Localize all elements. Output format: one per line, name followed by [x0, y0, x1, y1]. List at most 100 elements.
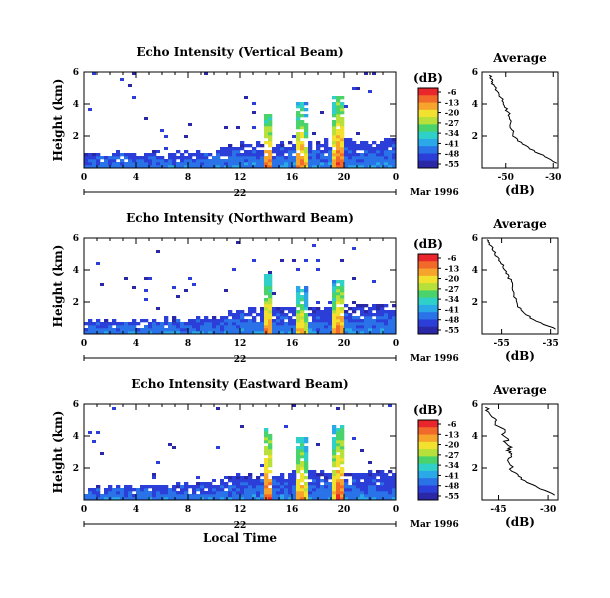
heatmap-cell [232, 150, 237, 154]
heatmap-cell [256, 162, 261, 166]
heatmap-cell [200, 491, 205, 495]
heatmap-cell [184, 322, 189, 326]
heatmap-cell [144, 156, 149, 160]
heatmap-cell [112, 491, 117, 495]
heatmap-cell [352, 156, 357, 160]
heatmap-cell [332, 494, 337, 498]
heatmap-cell [248, 310, 253, 314]
heatmap-cell [188, 123, 192, 126]
heatmap-cell [336, 461, 341, 465]
heatmap-cell [360, 325, 365, 329]
colorbar-segment [418, 283, 438, 291]
heatmap-cell [188, 331, 193, 335]
heatmap-cell [268, 319, 273, 323]
heatmap-cell [152, 491, 157, 495]
heatmap-cell [256, 141, 261, 145]
heatmap-cell [300, 494, 305, 498]
heatmap-cell [304, 129, 309, 133]
heatmap-cell [160, 129, 164, 132]
heatmap-cell [260, 313, 265, 317]
heatmap-cell [236, 485, 241, 489]
heatmap-cell [108, 494, 113, 498]
heatmap-cell [332, 325, 337, 329]
heatmap-cell [332, 286, 337, 290]
heatmap-cell [256, 494, 261, 498]
y-axis-label: Height (km) [51, 79, 65, 162]
colorbar-segment [418, 478, 438, 486]
heatmap-cell [180, 156, 185, 160]
heatmap-cell [304, 126, 309, 130]
heatmap-cell [272, 147, 277, 151]
heatmap-cell [332, 431, 337, 435]
heatmap-cell [348, 153, 353, 157]
heatmap-cell [348, 159, 353, 163]
heatmap-cell [376, 147, 381, 151]
heatmap-cell [304, 488, 309, 492]
heatmap-cell [128, 497, 133, 501]
heatmap-cell [268, 162, 273, 166]
heatmap-cell [216, 325, 221, 329]
heatmap-cell [284, 325, 289, 329]
heatmap-cell [336, 440, 341, 444]
heatmap-cell [224, 162, 229, 166]
heatmap-cell [336, 162, 341, 166]
heatmap-cell [268, 461, 273, 465]
heatmap-cell [204, 325, 209, 329]
heatmap-cell [340, 289, 345, 293]
heatmap-cell [340, 102, 345, 106]
heatmap-cell [332, 319, 337, 323]
heatmap-cell [252, 497, 257, 501]
heatmap-cell [344, 485, 349, 489]
heatmap-cell [244, 322, 249, 326]
heatmap-cell [300, 488, 305, 492]
heatmap-cell [140, 165, 145, 169]
heatmap-cell [372, 488, 377, 492]
heatmap-cell [220, 159, 225, 163]
heatmap-cell [340, 117, 345, 121]
heatmap-cell [264, 437, 269, 441]
heatmap-cell [252, 328, 257, 332]
heatmap-cell [220, 488, 225, 492]
heatmap-cell [324, 138, 329, 142]
heatmap-cell [116, 491, 121, 495]
heatmap-cell [268, 120, 273, 124]
heatmap-cell [332, 449, 337, 453]
heatmap-cell [248, 328, 253, 332]
heatmap-cell [112, 159, 117, 163]
heatmap-cell [344, 162, 349, 166]
heatmap-cell [324, 331, 329, 335]
heatmap-cell [196, 150, 201, 154]
heatmap-cell [336, 319, 341, 323]
heatmap-cell [344, 482, 349, 486]
heatmap-cell [236, 476, 241, 480]
heatmap-cell [380, 488, 385, 492]
heatmap-cell [228, 476, 233, 480]
heatmap-cell [332, 108, 337, 112]
heatmap-cell [264, 482, 269, 486]
colorbar-segment [418, 427, 438, 435]
heatmap-cell [264, 325, 269, 329]
heatmap-cell [340, 316, 345, 320]
heatmap-cell [380, 144, 385, 148]
heatmap-cell [320, 322, 325, 326]
heatmap-cell [168, 331, 173, 335]
colorbar-segment [418, 254, 438, 262]
heatmap-cell [292, 473, 297, 477]
heatmap-cell [240, 319, 245, 323]
heatmap-cell [368, 479, 373, 483]
heatmap-cell [204, 162, 209, 166]
heatmap-cell [340, 449, 345, 453]
heatmap-cell [232, 485, 237, 489]
heatmap-cell [168, 165, 173, 169]
heatmap-cell [260, 482, 265, 486]
heatmap-cell [292, 491, 297, 495]
heatmap-cell [344, 325, 349, 329]
heatmap-cell [248, 322, 253, 326]
heatmap-cell [304, 331, 309, 335]
heatmap-cell [120, 162, 125, 166]
x-tick-label: 20 [338, 505, 351, 515]
heatmap-cell [184, 162, 189, 166]
heatmap-cell [208, 497, 213, 501]
heatmap-cell [276, 476, 281, 480]
heatmap-cell [152, 473, 156, 476]
